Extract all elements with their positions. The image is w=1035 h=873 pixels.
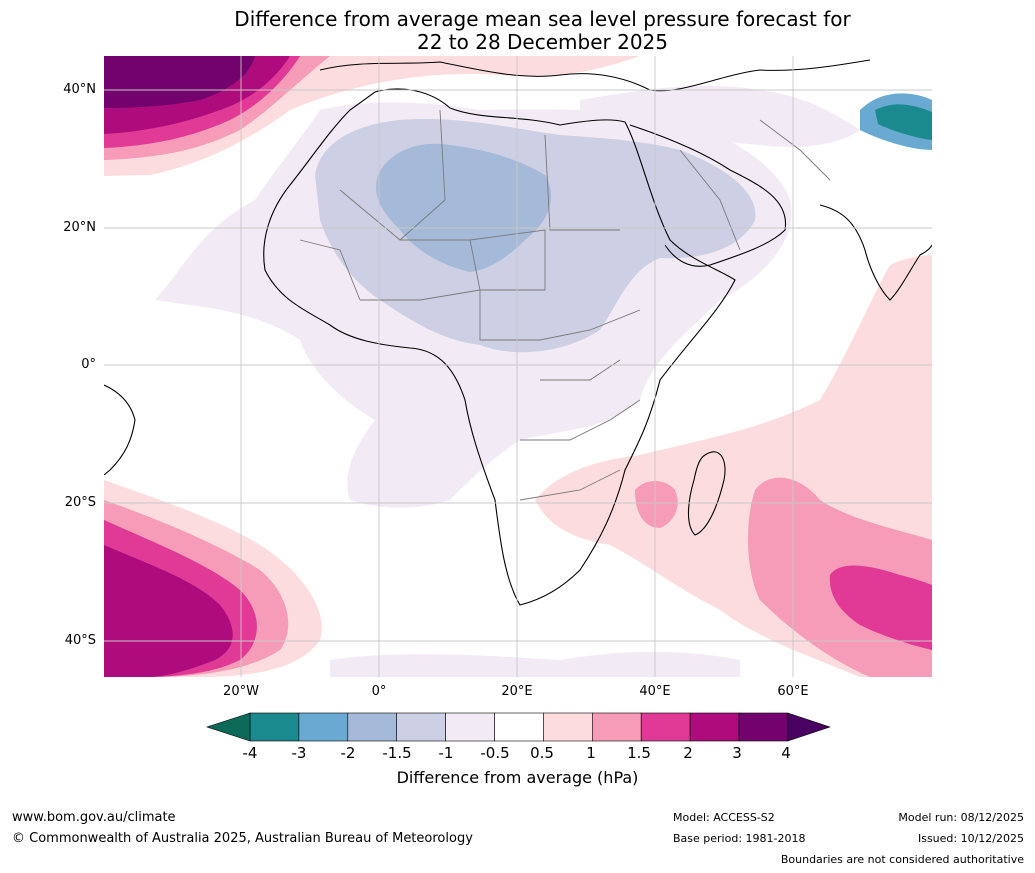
colorbar-title: Difference from average (hPa): [396, 768, 639, 787]
colorbar-tick: 3: [732, 744, 742, 762]
colorbar-tick: 1: [586, 744, 596, 762]
website-link[interactable]: www.bom.gov.au/climate: [12, 810, 176, 825]
lon-label-60e: 60°E: [777, 684, 809, 699]
colorbar-swatch: [298, 712, 349, 742]
africa-coastline: [263, 88, 736, 606]
europe-coastline: [319, 59, 871, 92]
colorbar-over-arrow: [787, 712, 831, 742]
copyright-text: © Commonwealth of Australia 2025, Austra…: [12, 831, 473, 846]
anomaly-fill-plus3-natl: [104, 56, 255, 108]
colorbar-swatch: [494, 712, 544, 742]
lat-label-40n: 40°N: [63, 82, 96, 97]
colorbar-tick: -0.5: [480, 744, 510, 762]
anomaly-fill-minus05-b: [580, 85, 860, 147]
colorbar-swatch: [689, 712, 740, 742]
title-line-1: Difference from average mean sea level p…: [234, 7, 851, 31]
colorbar-tick: 2: [683, 744, 693, 762]
graticule: [104, 56, 932, 677]
lat-label-equator: 0°: [81, 357, 96, 372]
south-america-coastline: [104, 384, 136, 476]
anomaly-fill-plus15-sio: [829, 565, 932, 650]
colorbar-tick: -2: [340, 744, 356, 762]
india-coastline: [819, 204, 932, 301]
arabia-coastline: [629, 124, 787, 267]
model-name: Model: ACCESS-S2: [673, 811, 775, 824]
colorbar-tick: -1.5: [382, 744, 412, 762]
lat-label-20n: 20°N: [63, 220, 96, 235]
lon-label-20w: 20°W: [223, 684, 259, 699]
issued-date: Issued: 10/12/2025: [917, 832, 1024, 845]
anomaly-fill-plus1-mozchannel: [635, 481, 678, 528]
colorbar-under-arrow: [206, 712, 251, 742]
madagascar-coastline: [687, 451, 726, 536]
anomaly-fill-minus05-c: [330, 651, 740, 677]
colorbar: [206, 712, 831, 742]
colorbar-tick: 1.5: [627, 744, 651, 762]
colorbar-swatch: [445, 712, 495, 742]
lat-label-40s: 40°S: [64, 633, 96, 648]
lat-label-20s: 20°S: [64, 495, 96, 510]
colorbar-swatch: [591, 712, 642, 742]
lon-label-0: 0°: [371, 684, 387, 699]
lon-label-20e: 20°E: [501, 684, 533, 699]
colorbar-tick: -4: [242, 744, 258, 762]
title-line-2: 22 to 28 December 2025: [416, 30, 668, 54]
colorbar-tick: 4: [781, 744, 791, 762]
country-boundaries: [299, 109, 831, 501]
model-run-date: Model run: 08/12/2025: [898, 811, 1024, 824]
anomaly-fill-minus3-asia: [875, 104, 932, 140]
map-title: Difference from average mean sea level p…: [0, 8, 1035, 54]
colorbar-tick: -3: [291, 744, 307, 762]
colorbar-swatch: [396, 712, 446, 742]
anomaly-fill-plus2-satl: [104, 545, 233, 677]
colorbar-swatch: [249, 712, 300, 742]
colorbar-swatch: [543, 712, 593, 742]
base-period: Base period: 1981-2018: [673, 832, 806, 845]
lon-label-40e: 40°E: [639, 684, 671, 699]
colorbar-tick: 0.5: [530, 744, 554, 762]
colorbar-swatch: [347, 712, 397, 742]
colorbar-tick: -1: [438, 744, 454, 762]
colorbar-swatch: [738, 712, 789, 742]
boundary-disclaimer: Boundaries are not considered authoritat…: [780, 853, 1024, 866]
colorbar-swatch: [640, 712, 691, 742]
